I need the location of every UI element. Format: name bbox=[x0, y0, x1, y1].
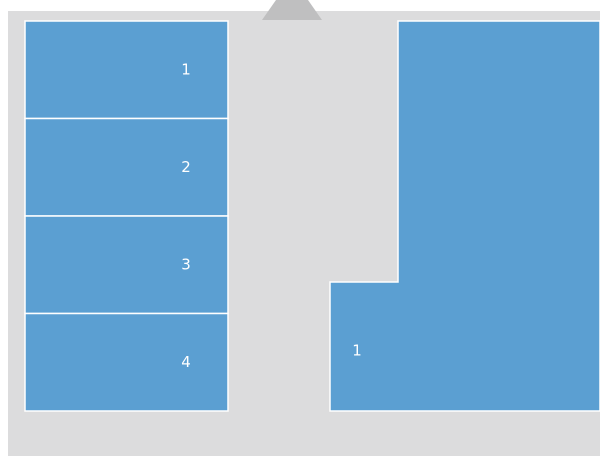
left-panel-label: 1 bbox=[181, 60, 191, 78]
left-column: 1 2 3 4 bbox=[24, 20, 229, 412]
left-panel[interactable] bbox=[24, 20, 229, 120]
left-panel[interactable] bbox=[24, 215, 229, 315]
left-panel-label: 3 bbox=[181, 255, 191, 273]
left-panel[interactable] bbox=[24, 312, 229, 412]
left-panel-label: 2 bbox=[181, 158, 191, 176]
right-panel-label: 1 bbox=[352, 342, 362, 360]
left-panel[interactable] bbox=[24, 117, 229, 217]
left-panel-label: 4 bbox=[181, 353, 191, 371]
top-handle bbox=[262, 0, 322, 20]
right-panel[interactable] bbox=[329, 20, 600, 412]
